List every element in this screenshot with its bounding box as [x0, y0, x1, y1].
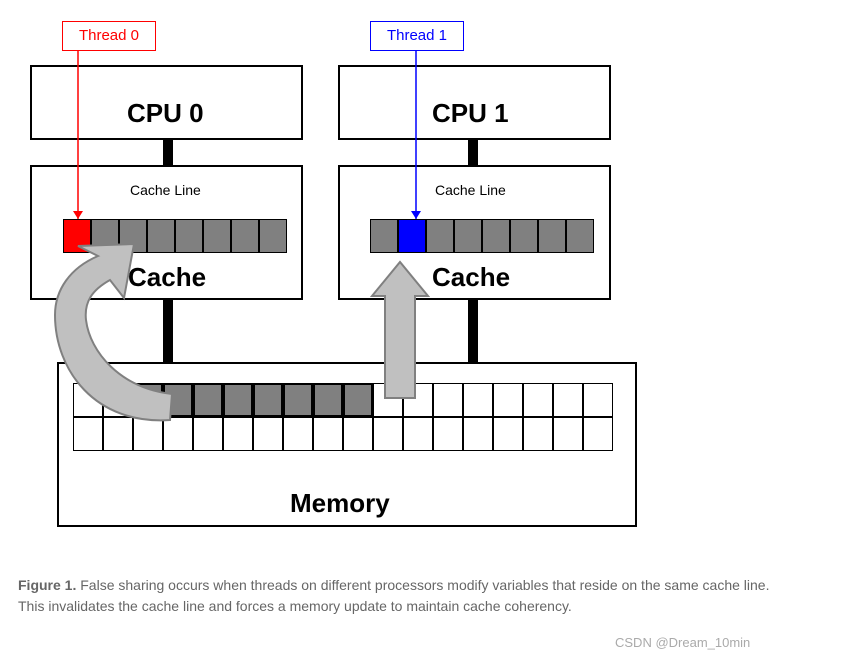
connector-cpu0-cache0	[163, 140, 173, 165]
cache-cell	[370, 219, 398, 253]
memory-cell	[103, 383, 133, 417]
memory-cell	[583, 383, 613, 417]
cache-cell	[482, 219, 510, 253]
memory-cell	[133, 417, 163, 451]
memory-cell	[553, 383, 583, 417]
memory-cell	[433, 417, 463, 451]
cache-cell	[426, 219, 454, 253]
cache-cell	[259, 219, 287, 253]
memory-cell	[223, 417, 253, 451]
cache-cell	[231, 219, 259, 253]
memory-cell	[523, 383, 553, 417]
memory-cell	[163, 417, 193, 451]
thread0-label: Thread 0	[62, 21, 156, 51]
memory-cell	[343, 383, 373, 417]
memory-cell	[73, 383, 103, 417]
memory-cell	[403, 383, 433, 417]
thread1-label: Thread 1	[370, 21, 464, 51]
cache-cell	[63, 219, 91, 253]
cache-cell	[147, 219, 175, 253]
cpu1-label: CPU 1	[432, 98, 509, 129]
memory-cell	[253, 383, 283, 417]
memory-cell	[73, 417, 103, 451]
watermark: CSDN @Dream_10min	[615, 635, 750, 650]
cache-cell	[566, 219, 594, 253]
memory-cell	[583, 417, 613, 451]
cache1-line-label: Cache Line	[435, 182, 506, 198]
connector-cache1-memory	[468, 300, 478, 362]
cache0-line-label: Cache Line	[130, 182, 201, 198]
memory-cell	[283, 383, 313, 417]
cache-cell	[175, 219, 203, 253]
memory-cell	[343, 417, 373, 451]
connector-cache0-memory	[163, 300, 173, 362]
cache-cell	[510, 219, 538, 253]
cpu0-label: CPU 0	[127, 98, 204, 129]
cache-cell	[538, 219, 566, 253]
cache1-label: Cache	[432, 262, 510, 293]
caption-text: False sharing occurs when threads on dif…	[18, 577, 769, 614]
memory-cell	[553, 417, 583, 451]
cache-cell	[119, 219, 147, 253]
memory-cell	[403, 417, 433, 451]
cache-cell	[454, 219, 482, 253]
connector-cpu1-cache1	[468, 140, 478, 165]
memory-cell	[463, 417, 493, 451]
memory-cell	[193, 417, 223, 451]
caption-prefix: Figure 1.	[18, 577, 76, 593]
memory-cell	[493, 417, 523, 451]
memory-cell	[313, 383, 343, 417]
cache0-label: Cache	[128, 262, 206, 293]
thread0-text: Thread 0	[79, 27, 139, 44]
thread1-text: Thread 1	[387, 27, 447, 44]
memory-cell	[373, 383, 403, 417]
memory-cell	[193, 383, 223, 417]
memory-cell	[223, 383, 253, 417]
cache-cell	[398, 219, 426, 253]
memory-cell	[433, 383, 463, 417]
memory-label: Memory	[290, 488, 390, 519]
cache-cell	[203, 219, 231, 253]
memory-cell	[493, 383, 523, 417]
memory-cell	[133, 383, 163, 417]
memory-cell	[253, 417, 283, 451]
memory-cell	[163, 383, 193, 417]
memory-cell	[313, 417, 343, 451]
figure-caption: Figure 1. False sharing occurs when thre…	[18, 575, 778, 617]
memory-cell	[463, 383, 493, 417]
memory-cell	[523, 417, 553, 451]
memory-cell	[103, 417, 133, 451]
memory-cell	[283, 417, 313, 451]
memory-cell	[373, 417, 403, 451]
cache-cell	[91, 219, 119, 253]
